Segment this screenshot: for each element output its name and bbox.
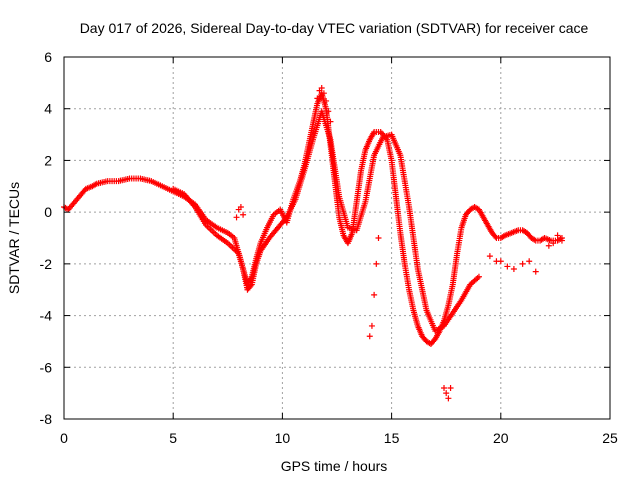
spike-end-segments-point [532,268,539,275]
spike-end-segments-point [447,384,454,391]
spike-end-segments-point [323,97,330,104]
spike-end-segments-point [373,260,380,267]
spike-end-segments-point [371,291,378,298]
x-tick-label: 5 [169,430,177,446]
x-axis-label: GPS time / hours [281,458,388,474]
y-axis-label: SDTVAR / TECUs [6,182,22,294]
y-tick-label: -4 [40,308,53,324]
spike-end-segments-point [554,232,561,239]
spike-end-segments-point [237,203,244,210]
spike-end-segments-point [558,237,565,244]
data-points [61,85,565,402]
spike-end-segments-point [497,258,504,265]
x-tick-label: 10 [275,430,291,446]
spike-end-segments-point [510,266,517,273]
spike-end-segments-point [320,90,327,97]
upper-branch-interp-point [247,282,254,289]
axis-ticks: 0 5 10 15 20 25 -8 -6 -4 -2 0 2 4 6 [40,49,618,446]
chart-title: Day 017 of 2026, Sidereal Day-to-day VTE… [80,20,589,36]
y-tick-label: 6 [44,49,52,65]
x-tick-label: 25 [602,430,618,446]
x-tick-label: 15 [384,430,400,446]
spike-end-segments-point [233,214,240,221]
spike-end-segments-point [314,95,321,102]
grid-lines [64,57,610,419]
spike-end-segments-point [526,258,533,265]
spike-end-segments-point [327,118,334,125]
spike-end-segments-point [441,384,448,391]
upper-branch-point [475,273,482,280]
y-tick-label: -8 [40,411,53,427]
spike-end-segments-point [366,333,373,340]
spike-end-segments-point [545,242,552,249]
spike-end-segments-point [504,263,511,270]
y-tick-label: 4 [44,101,52,117]
spike-end-segments-point [240,211,247,218]
x-tick-label: 20 [493,430,509,446]
spike-end-segments-point [368,322,375,329]
y-tick-label: -2 [40,256,53,272]
spike-end-segments-point [519,260,526,267]
spike-end-segments-point [486,253,493,260]
spike-end-segments-point [443,390,450,397]
y-tick-label: 0 [44,204,52,220]
spike-end-segments-point [445,395,452,402]
spike-end-segments-point [375,235,382,241]
spike-end-segments-point [325,108,332,115]
y-tick-label: -6 [40,359,53,375]
y-tick-label: 2 [44,152,52,168]
main-track-interp-point [492,233,499,240]
x-tick-label: 0 [60,430,68,446]
plot-frame [63,56,611,420]
spike-end-segments-point [550,240,557,247]
spike-end-segments-point [318,85,325,92]
